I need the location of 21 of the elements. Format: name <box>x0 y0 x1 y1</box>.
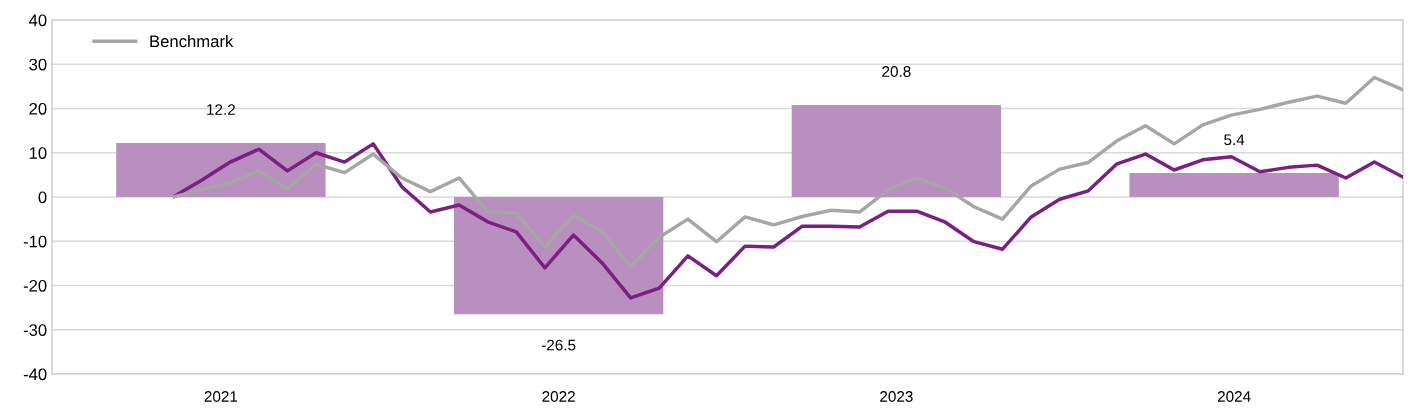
y-tick-label: -40 <box>23 368 47 381</box>
x-tick-label: 2023 <box>880 391 913 402</box>
bar <box>1129 173 1339 197</box>
y-tick-label: -20 <box>23 279 47 292</box>
y-tick-label: -10 <box>23 235 47 248</box>
x-tick-label: 2022 <box>542 391 575 402</box>
data-label: 12.2 <box>207 104 235 115</box>
legend-label: Benchmark <box>150 35 234 48</box>
y-tick-label: 40 <box>28 14 47 27</box>
data-label: -26.5 <box>541 339 576 351</box>
y-tick-label: 10 <box>29 147 47 159</box>
y-tick-label: 0 <box>38 191 47 204</box>
y-tick-label: 20 <box>29 102 47 115</box>
bar <box>453 197 664 315</box>
data-label: 20.8 <box>882 66 911 77</box>
x-tick-label: 2024 <box>1217 391 1251 402</box>
y-tick-label: -30 <box>23 324 47 336</box>
x-tick-label: 2021 <box>204 391 238 402</box>
bar <box>791 104 1002 197</box>
y-tick-label: 30 <box>29 58 47 71</box>
data-label: 5.4 <box>1224 134 1245 146</box>
